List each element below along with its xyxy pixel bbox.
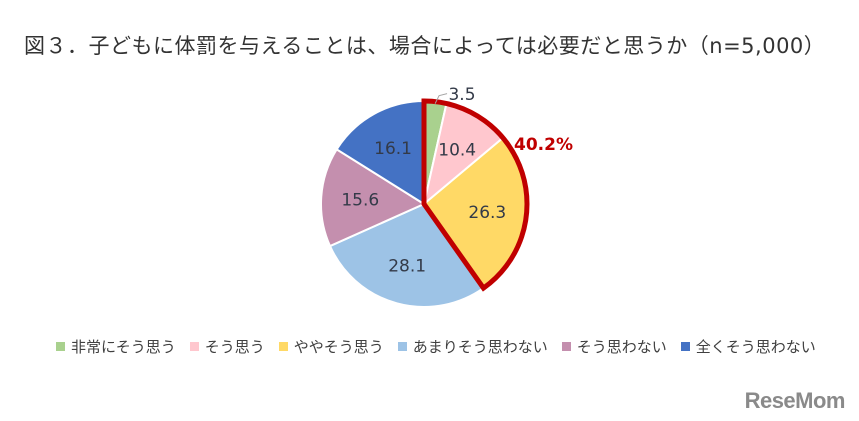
legend-item: そう思わない [561,336,667,357]
agree-total-callout: 40.2% [514,135,573,155]
pie-slice [320,147,427,248]
legend-swatch-icon [680,342,690,351]
pie-labels: 3.5 10.4 26.3 28.1 15.6 16.1 [341,85,506,277]
chart-title: 図３．子どもに体罰を与えることは、場合によっては必要だと思うか（n=5,000） [24,34,826,58]
pie-slices [320,99,528,308]
slice-value-label: 15.6 [341,191,379,211]
slice-value-label: 10.4 [438,140,476,160]
legend-item: 全くそう思わない [680,336,816,357]
legend-swatch-icon [278,342,288,351]
highlight-outline [421,98,530,292]
slice-value-label: 26.3 [468,203,506,223]
legend-swatch-icon [397,342,407,351]
pie-chart: 3.5 10.4 26.3 28.1 15.6 16.1 40.2% [320,85,573,308]
legend-swatch-icon [189,342,199,351]
resemom-logo: ReseMom [744,388,846,413]
legend-item: 非常にそう思う [56,336,176,357]
legend-swatch-icon [561,342,571,351]
legend-item: あまりそう思わない [397,336,548,357]
legend: 非常にそう思う そう思う ややそう思う あまりそう思わない そう思わない 全くそ… [56,336,816,357]
slice-value-label: 28.1 [388,257,426,277]
legend-swatch-icon [56,342,65,351]
legend-item: そう思う [189,336,265,357]
slice-value-label: 3.5 [448,85,475,105]
legend-item: ややそう思う [278,336,384,357]
pie-slice [335,99,425,206]
leader-line [434,93,448,104]
slice-value-label: 16.1 [374,139,412,159]
